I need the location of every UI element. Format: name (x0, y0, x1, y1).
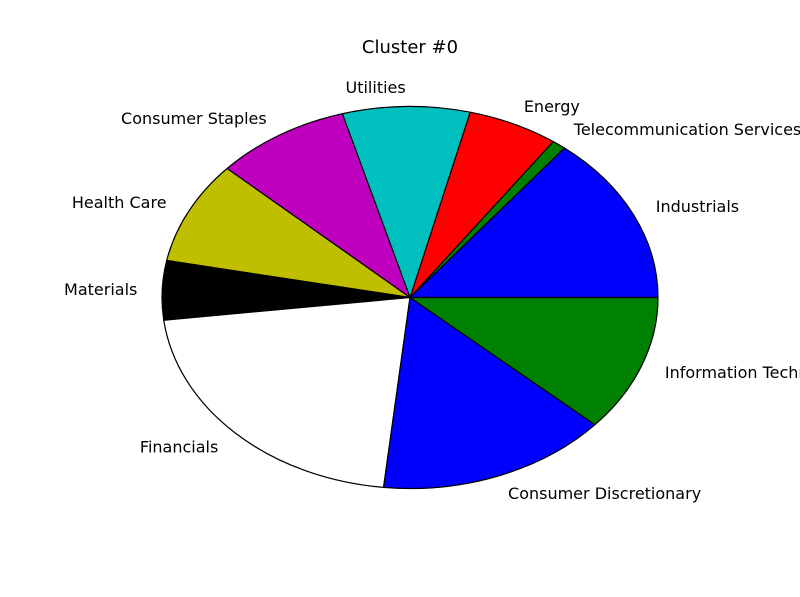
pie-label-telecommunication-services: Telecommunication Services (573, 120, 800, 139)
pie-slice-consumer-staples (226, 113, 411, 299)
pie-slice-information-technology (409, 296, 659, 426)
pie-label-utilities: Utilities (346, 78, 406, 97)
pie-label-industrials: Industrials (656, 197, 739, 216)
chart-title: Cluster #0 (362, 37, 458, 58)
pie-slice-industrials (409, 147, 659, 299)
pie-slices (161, 105, 659, 490)
pie-slice-health-care (166, 167, 411, 299)
pie-label-materials: Materials (64, 280, 137, 299)
pie-slice-utilities (341, 105, 471, 299)
pie-slice-financials (163, 296, 411, 489)
pie-slice-consumer-discretionary (382, 296, 596, 490)
pie-label-information-technology: Information Technology (665, 363, 800, 382)
pie-label-consumer-discretionary: Consumer Discretionary (508, 484, 701, 503)
pie-label-health-care: Health Care (72, 193, 167, 212)
pie-label-energy: Energy (524, 97, 580, 116)
pie-label-financials: Financials (140, 437, 218, 456)
pie-label-consumer-staples: Consumer Staples (121, 109, 267, 128)
pie-labels: Industrials Telecommunication Services Ene… (64, 78, 800, 503)
